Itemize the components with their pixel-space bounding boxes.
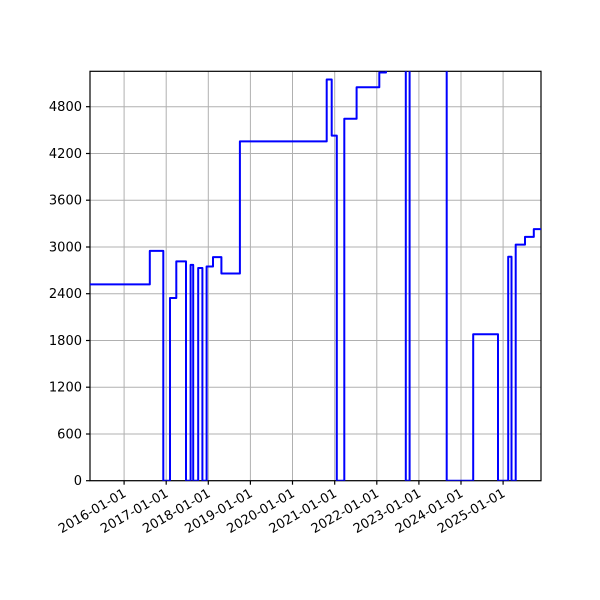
y-tick-label: 3600 — [49, 194, 82, 209]
plot-border — [89, 70, 542, 482]
series-line — [90, 71, 541, 481]
y-tick-label: 4800 — [49, 100, 82, 115]
y-tick-label: 2400 — [49, 287, 82, 302]
y-tick-label: 3000 — [49, 241, 82, 256]
y-tick-label: 1800 — [49, 334, 82, 349]
y-tick-label: 4200 — [49, 147, 82, 162]
y-axis: 0 600 1200 1800 2400 3000 3600 4200 4800 — [49, 100, 90, 489]
y-tick-label: 1200 — [49, 381, 82, 396]
y-tick-label: 0 — [74, 474, 82, 489]
y-tick-label: 600 — [57, 428, 82, 443]
